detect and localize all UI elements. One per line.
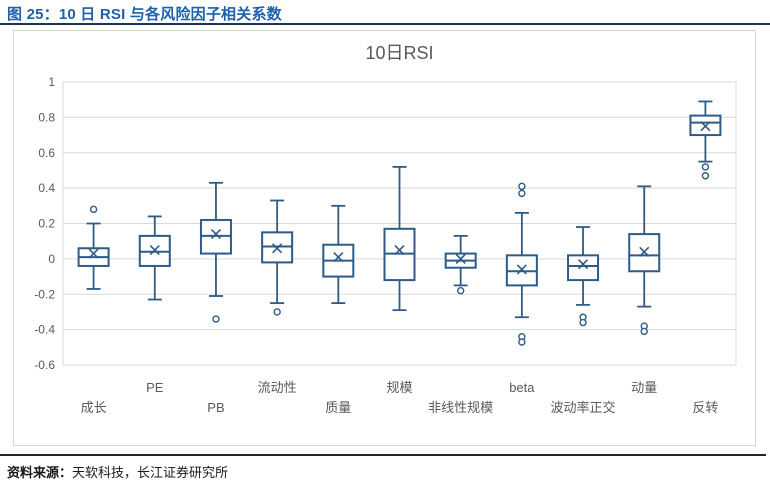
- mean-marker-vol-orthogonal: [577, 259, 589, 270]
- footer-rule: [0, 454, 766, 456]
- chart-title: 10日RSI: [365, 43, 433, 63]
- x-category-label-pe: PE: [146, 380, 164, 395]
- mean-marker-size: [394, 244, 405, 256]
- y-tick-label: -0.4: [34, 323, 55, 337]
- mean-marker-nonlinear-size: [455, 253, 466, 264]
- outlier-point-nonlinear-size: [456, 287, 465, 295]
- y-tick-label: -0.2: [34, 287, 55, 301]
- source-label: 资料来源：: [7, 465, 73, 480]
- chart-frame: 10日RSI 1 0.8 0.6 0.4 0.2 0 -0.2 -0.4 -0.6 成长 PE PB 流动…: [13, 30, 756, 446]
- x-category-label-reversal: 反转: [692, 400, 718, 415]
- y-tick-label: 0: [48, 252, 55, 266]
- source-text: 天软科技，长江证券研究所: [72, 465, 229, 480]
- y-tick-label: 0.2: [38, 217, 55, 231]
- x-category-label-pb: PB: [207, 400, 224, 415]
- outlier-point-pb: [212, 315, 220, 323]
- outlier-point-beta: [518, 182, 526, 191]
- y-tick-label: -0.6: [34, 358, 55, 372]
- y-tick-label: 0.4: [38, 181, 55, 195]
- outlier-point-reversal: [701, 163, 710, 171]
- mean-marker-beta: [516, 264, 527, 275]
- outlier-point-reversal: [701, 172, 710, 180]
- plot-border: [62, 81, 737, 366]
- outlier-point-momentum: [640, 327, 648, 336]
- y-tick-label: 0.6: [38, 146, 55, 160]
- mean-marker-quality: [333, 252, 344, 263]
- y-tick-label: 0.8: [38, 110, 55, 124]
- figure-caption: 图 25：10 日 RSI 与各风险因子相关系数: [7, 3, 282, 24]
- mean-marker-pb: [210, 229, 222, 240]
- x-category-label-nonlinear-size: 非线性规模: [428, 400, 493, 415]
- x-category-label-liquidity: 流动性: [258, 380, 297, 395]
- mean-marker-pe: [149, 244, 160, 256]
- x-category-label-vol-orthogonal: 波动率正交: [551, 400, 616, 415]
- x-category-label-growth: 成长: [81, 400, 107, 415]
- outlier-point-growth: [89, 205, 98, 214]
- outlier-point-beta: [518, 338, 526, 346]
- caption-underline: [0, 23, 770, 25]
- x-category-label-quality: 质量: [325, 400, 351, 415]
- source-line: 资料来源：天软科技，长江证券研究所: [7, 462, 228, 481]
- mean-marker-reversal: [700, 121, 711, 132]
- mean-marker-momentum: [639, 246, 650, 257]
- boxplot-chart: 10日RSI 1 0.8 0.6 0.4 0.2 0 -0.2 -0.4 -0.6 成长 PE PB 流动…: [34, 43, 737, 415]
- outlier-point-beta: [518, 189, 526, 198]
- x-category-label-size: 规模: [386, 380, 412, 395]
- y-tick-label: 1: [48, 75, 55, 89]
- box-vol-orthogonal: [567, 254, 600, 282]
- outlier-point-vol-orthogonal: [579, 318, 587, 327]
- figure-caption-text: 图 25：10 日 RSI 与各风险因子相关系数: [7, 6, 282, 23]
- x-category-label-momentum: 动量: [631, 380, 657, 395]
- mean-marker-liquidity: [272, 243, 283, 254]
- outlier-point-liquidity: [273, 308, 281, 316]
- x-category-label-beta: beta: [509, 380, 535, 395]
- mean-marker-growth: [88, 248, 99, 259]
